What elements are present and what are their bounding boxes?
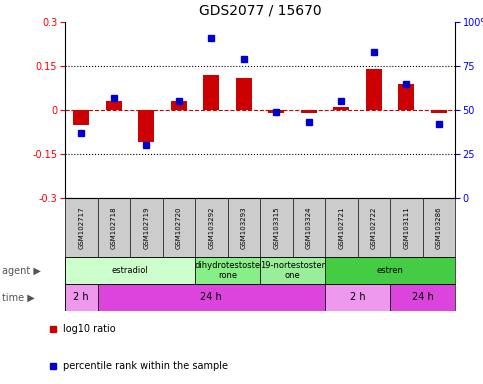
Bar bbox=[65, 284, 98, 311]
Text: GDS2077 / 15670: GDS2077 / 15670 bbox=[199, 3, 321, 17]
Text: 2 h: 2 h bbox=[350, 293, 365, 303]
Bar bbox=[431, 110, 447, 113]
Text: 24 h: 24 h bbox=[412, 293, 433, 303]
Text: GSM103111: GSM103111 bbox=[403, 206, 409, 249]
Text: percentile rank within the sample: percentile rank within the sample bbox=[63, 361, 228, 371]
Text: GSM103315: GSM103315 bbox=[273, 206, 279, 249]
Bar bbox=[106, 101, 122, 110]
Bar bbox=[73, 110, 89, 125]
Text: estren: estren bbox=[377, 266, 403, 275]
Text: GSM102717: GSM102717 bbox=[78, 206, 84, 249]
Text: GSM103293: GSM103293 bbox=[241, 206, 247, 249]
Bar bbox=[325, 284, 390, 311]
Bar bbox=[203, 75, 219, 110]
Bar bbox=[366, 69, 382, 110]
Text: GSM102719: GSM102719 bbox=[143, 206, 149, 249]
Text: GSM102720: GSM102720 bbox=[176, 206, 182, 249]
Bar bbox=[98, 284, 325, 311]
Text: GSM103292: GSM103292 bbox=[208, 206, 214, 249]
Bar bbox=[170, 101, 187, 110]
Text: GSM102721: GSM102721 bbox=[338, 206, 344, 249]
Bar bbox=[268, 110, 284, 113]
Bar bbox=[260, 257, 325, 284]
Text: log10 ratio: log10 ratio bbox=[63, 324, 115, 334]
Bar bbox=[325, 257, 455, 284]
Text: GSM102718: GSM102718 bbox=[111, 206, 117, 249]
Text: estradiol: estradiol bbox=[112, 266, 148, 275]
Text: GSM103286: GSM103286 bbox=[436, 206, 442, 249]
Bar bbox=[300, 110, 317, 113]
Text: GSM102722: GSM102722 bbox=[371, 206, 377, 249]
Bar bbox=[138, 110, 155, 142]
Text: 19-nortestoster
one: 19-nortestoster one bbox=[260, 261, 325, 280]
Bar bbox=[195, 257, 260, 284]
Text: time ▶: time ▶ bbox=[2, 293, 35, 303]
Text: dihydrotestoste
rone: dihydrotestoste rone bbox=[195, 261, 260, 280]
Text: GSM103324: GSM103324 bbox=[306, 206, 312, 249]
Bar bbox=[390, 284, 455, 311]
Text: 24 h: 24 h bbox=[200, 293, 222, 303]
Bar bbox=[65, 257, 195, 284]
Text: 2 h: 2 h bbox=[73, 293, 89, 303]
Bar bbox=[333, 107, 349, 110]
Bar bbox=[398, 84, 414, 110]
Text: agent ▶: agent ▶ bbox=[2, 265, 41, 275]
Bar bbox=[236, 78, 252, 110]
